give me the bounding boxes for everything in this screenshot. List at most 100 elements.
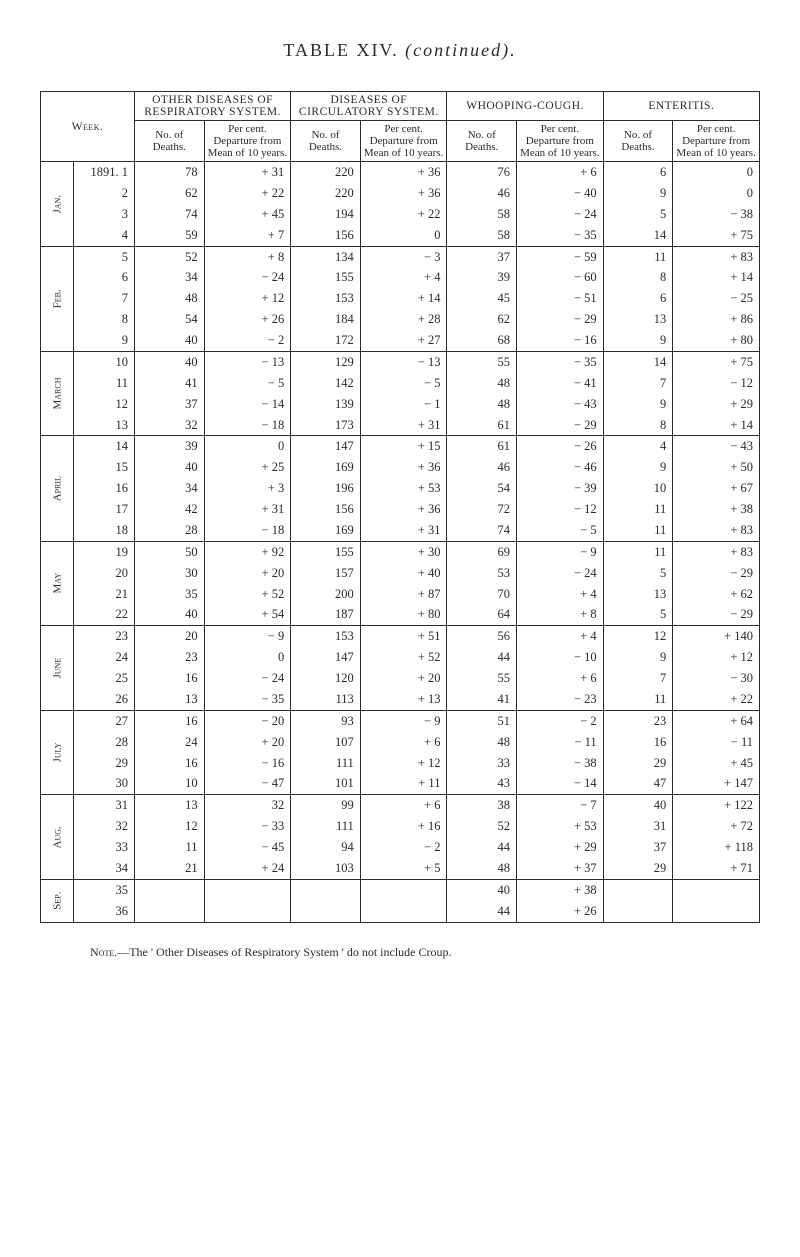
month-label: Jan. — [41, 162, 74, 247]
cell: 14 — [603, 351, 673, 372]
cell: + 28 — [360, 309, 447, 330]
cell: 94 — [291, 837, 361, 858]
cell: + 75 — [673, 351, 760, 372]
cell — [291, 901, 361, 922]
cell: + 16 — [360, 816, 447, 837]
cell — [673, 879, 760, 900]
table-row: 854+ 26184+ 2862− 2913+ 86 — [41, 309, 760, 330]
cell: 11 — [603, 499, 673, 520]
week-number: 29 — [73, 753, 134, 774]
cell: + 12 — [204, 288, 291, 309]
table-row: 1828− 18169+ 3174− 511+ 83 — [41, 520, 760, 541]
cell: 142 — [291, 373, 361, 394]
cell: + 8 — [517, 604, 604, 625]
week-number: 26 — [73, 689, 134, 710]
cell: 34 — [134, 478, 204, 499]
cell: 7 — [603, 668, 673, 689]
cell: + 20 — [204, 563, 291, 584]
week-number: 2 — [73, 183, 134, 204]
cell: 42 — [134, 499, 204, 520]
cell: 194 — [291, 204, 361, 225]
table-row: 374+ 45194+ 2258− 245− 38 — [41, 204, 760, 225]
cell: − 30 — [673, 668, 760, 689]
cell: + 31 — [204, 162, 291, 183]
group-header-3: ENTERITIS. — [603, 92, 759, 121]
cell: + 51 — [360, 626, 447, 647]
cell — [204, 879, 291, 900]
cell: 43 — [447, 773, 517, 794]
cell: 220 — [291, 162, 361, 183]
cell: + 6 — [360, 732, 447, 753]
cell: 55 — [447, 351, 517, 372]
cell: + 83 — [673, 246, 760, 267]
cell: − 12 — [517, 499, 604, 520]
month-label: June — [41, 626, 74, 711]
footnote: Note.—The ' Other Diseases of Respirator… — [30, 945, 770, 960]
cell: 44 — [447, 647, 517, 668]
cell: + 14 — [673, 415, 760, 436]
cell: 187 — [291, 604, 361, 625]
cell: 6 — [603, 162, 673, 183]
cell: 200 — [291, 584, 361, 605]
note-prefix: Note. — [90, 945, 117, 959]
cell: + 31 — [204, 499, 291, 520]
cell: + 83 — [673, 541, 760, 562]
cell: 196 — [291, 478, 361, 499]
cell: 48 — [134, 288, 204, 309]
cell: 37 — [447, 246, 517, 267]
table-row: 2516− 24120+ 2055+ 67− 30 — [41, 668, 760, 689]
sub-deaths-0: No. of Deaths. — [134, 121, 204, 162]
table-row: 3644+ 26 — [41, 901, 760, 922]
cell — [603, 879, 673, 900]
cell: + 5 — [360, 858, 447, 879]
cell — [204, 901, 291, 922]
cell: 61 — [447, 436, 517, 457]
table-row: 459+ 7156058− 3514+ 75 — [41, 225, 760, 246]
cell: + 36 — [360, 162, 447, 183]
cell: 129 — [291, 351, 361, 372]
month-label: April — [41, 436, 74, 541]
cell: + 62 — [673, 584, 760, 605]
sub-pct-1: Per cent. Departure from Mean of 10 year… — [360, 121, 447, 162]
cell: − 5 — [517, 520, 604, 541]
week-number: 21 — [73, 584, 134, 605]
cell: + 83 — [673, 520, 760, 541]
sub-pct-3: Per cent. Departure from Mean of 10 year… — [673, 121, 760, 162]
cell: + 72 — [673, 816, 760, 837]
cell: − 10 — [517, 647, 604, 668]
cell: 35 — [134, 584, 204, 605]
cell: 41 — [447, 689, 517, 710]
cell: + 11 — [360, 773, 447, 794]
week-number: 36 — [73, 901, 134, 922]
cell: − 2 — [517, 710, 604, 731]
cell: − 26 — [517, 436, 604, 457]
cell: 0 — [673, 162, 760, 183]
cell: 153 — [291, 288, 361, 309]
cell: − 35 — [517, 351, 604, 372]
cell: 46 — [447, 183, 517, 204]
cell: 51 — [447, 710, 517, 731]
cell: + 92 — [204, 541, 291, 562]
cell: 58 — [447, 204, 517, 225]
cell — [291, 879, 361, 900]
cell: 107 — [291, 732, 361, 753]
week-number: 14 — [73, 436, 134, 457]
cell: 24 — [134, 732, 204, 753]
cell: 40 — [603, 795, 673, 816]
week-header: Week. — [41, 92, 135, 162]
cell: + 8 — [204, 246, 291, 267]
cell: − 13 — [204, 351, 291, 372]
cell: 8 — [603, 415, 673, 436]
cell: + 12 — [673, 647, 760, 668]
cell: 70 — [447, 584, 517, 605]
week-number: 35 — [73, 879, 134, 900]
cell: + 53 — [360, 478, 447, 499]
cell: − 9 — [360, 710, 447, 731]
cell: 11 — [134, 837, 204, 858]
week-number: 12 — [73, 394, 134, 415]
cell: + 38 — [517, 879, 604, 900]
sub-pct-2: Per cent. Departure from Mean of 10 year… — [517, 121, 604, 162]
cell: − 20 — [204, 710, 291, 731]
cell: − 29 — [673, 563, 760, 584]
week-number: 7 — [73, 288, 134, 309]
